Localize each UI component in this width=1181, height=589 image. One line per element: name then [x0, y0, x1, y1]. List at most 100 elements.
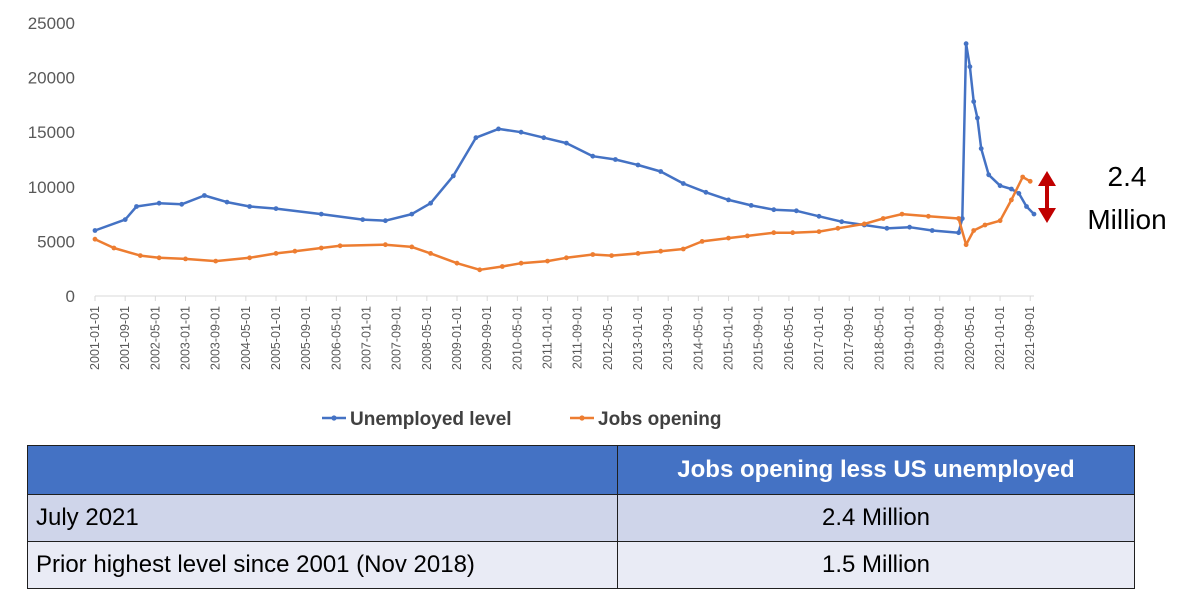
data-point-jobs-opening — [680, 246, 686, 252]
y-tick-label: 5000 — [37, 232, 75, 251]
data-point-jobs-opening — [956, 216, 961, 221]
data-point-unemployed-level — [1031, 211, 1037, 217]
data-point-jobs-opening — [590, 252, 596, 257]
x-tick-label: 2007-01-01 — [360, 306, 374, 370]
gap-value-label: 2.4 — [1108, 161, 1147, 192]
x-tick-label: 2001-09-01 — [118, 306, 132, 370]
gap-arrow-up-head — [1038, 171, 1056, 186]
data-point-jobs-opening — [137, 253, 143, 258]
data-point-jobs-opening — [899, 211, 905, 217]
data-point-unemployed-level — [122, 217, 128, 223]
data-point-unemployed-level — [409, 211, 415, 217]
legend-item-jobs-opening: Jobs opening — [570, 409, 722, 430]
data-point-unemployed-level — [273, 206, 279, 212]
x-tick-label: 2018-05-01 — [872, 306, 886, 370]
x-tick-label: 2009-01-01 — [450, 306, 464, 370]
x-tick-label: 2002-05-01 — [148, 306, 162, 370]
data-point-unemployed-level — [224, 199, 230, 205]
data-point-jobs-opening — [564, 255, 569, 261]
x-tick-label: 2019-09-01 — [933, 306, 947, 370]
data-point-unemployed-level — [1016, 191, 1022, 196]
x-tick-label: 2016-05-01 — [782, 306, 796, 370]
y-tick-label: 15000 — [28, 123, 75, 142]
row-value: 2.4 Million — [617, 494, 1135, 542]
data-point-unemployed-level — [473, 135, 479, 141]
data-point-unemployed-level — [1024, 204, 1029, 209]
x-tick-label: 2012-05-01 — [601, 306, 615, 370]
data-point-jobs-opening — [861, 221, 867, 227]
y-tick-label: 25000 — [28, 14, 75, 33]
data-point-unemployed-level — [959, 216, 965, 221]
data-point-jobs-opening — [926, 213, 931, 219]
data-point-jobs-opening — [835, 225, 841, 231]
data-point-unemployed-level — [963, 41, 969, 47]
data-point-unemployed-level — [428, 200, 433, 206]
data-point-jobs-opening — [609, 253, 614, 258]
data-point-unemployed-level — [658, 169, 664, 174]
data-point-unemployed-level — [247, 204, 253, 209]
x-tick-label: 2014-05-01 — [691, 306, 705, 370]
data-point-unemployed-level — [956, 230, 961, 236]
x-tick-label: 2011-01-01 — [541, 306, 555, 369]
gap-arrow-down-head — [1038, 208, 1056, 223]
table-header-empty — [27, 445, 618, 495]
data-point-unemployed-level — [967, 64, 973, 70]
legend-marker-unemployed — [331, 415, 337, 421]
legend-marker-jobs-opening — [579, 415, 585, 421]
data-point-unemployed-level — [590, 153, 596, 159]
series-unemployed-level — [92, 41, 1037, 236]
data-point-jobs-opening — [635, 251, 641, 256]
data-point-unemployed-level — [156, 200, 162, 206]
data-point-jobs-opening — [726, 235, 731, 241]
data-point-unemployed-level — [202, 193, 207, 198]
x-tick-label: 2017-01-01 — [812, 306, 826, 370]
data-point-unemployed-level — [975, 115, 980, 121]
summary-table: Jobs opening less US unemployed July 202… — [27, 445, 1135, 589]
table-header-gap: Jobs opening less US unemployed — [617, 445, 1135, 495]
data-point-jobs-opening — [982, 222, 988, 228]
data-point-unemployed-level — [134, 204, 139, 209]
data-point-jobs-opening — [658, 248, 664, 254]
data-point-jobs-opening — [247, 255, 253, 261]
x-tick-label: 2015-09-01 — [752, 306, 766, 370]
data-point-jobs-opening — [156, 255, 162, 261]
data-point-unemployed-level — [929, 228, 935, 233]
x-tick-label: 2017-09-01 — [842, 306, 856, 370]
data-point-unemployed-level — [884, 225, 890, 231]
legend-label-unemployed: Unemployed level — [350, 409, 512, 430]
data-point-jobs-opening — [337, 243, 343, 249]
x-tick-label: 2010-05-01 — [510, 306, 524, 370]
data-point-unemployed-level — [907, 224, 912, 230]
row-value: 1.5 Million — [617, 541, 1135, 589]
x-tick-label: 2011-09-01 — [571, 306, 585, 369]
data-point-unemployed-level — [986, 172, 992, 178]
series-line-jobs-opening — [94, 175, 1031, 272]
data-point-unemployed-level — [1009, 186, 1014, 192]
x-tick-label: 2013-09-01 — [661, 306, 675, 370]
data-point-unemployed-level — [450, 173, 456, 179]
data-point-jobs-opening — [699, 239, 705, 244]
data-point-jobs-opening — [273, 251, 279, 256]
data-point-unemployed-level — [360, 217, 366, 223]
data-point-unemployed-level — [496, 126, 501, 132]
data-point-unemployed-level — [613, 157, 618, 162]
x-tick-label: 2007-09-01 — [390, 306, 404, 370]
y-tick-label: 10000 — [28, 178, 75, 197]
legend-item-unemployed: Unemployed level — [322, 409, 512, 430]
data-point-unemployed-level — [726, 197, 731, 203]
data-point-unemployed-level — [794, 208, 799, 214]
series-line-unemployed-level — [94, 42, 1035, 234]
y-tick-label: 20000 — [28, 69, 75, 88]
data-point-jobs-opening — [790, 230, 796, 236]
data-point-unemployed-level — [541, 135, 547, 141]
legend-label-jobs-opening: Jobs opening — [598, 409, 722, 430]
data-point-jobs-opening — [499, 264, 505, 269]
gap-annotation: 2.4 Million — [1038, 161, 1167, 235]
x-tick-label: 2005-09-01 — [299, 306, 313, 370]
data-point-jobs-opening — [92, 236, 98, 242]
data-point-jobs-opening — [213, 258, 219, 264]
data-point-jobs-opening — [771, 230, 777, 236]
data-point-unemployed-level — [680, 181, 686, 186]
x-tick-label: 2021-09-01 — [1023, 306, 1037, 370]
